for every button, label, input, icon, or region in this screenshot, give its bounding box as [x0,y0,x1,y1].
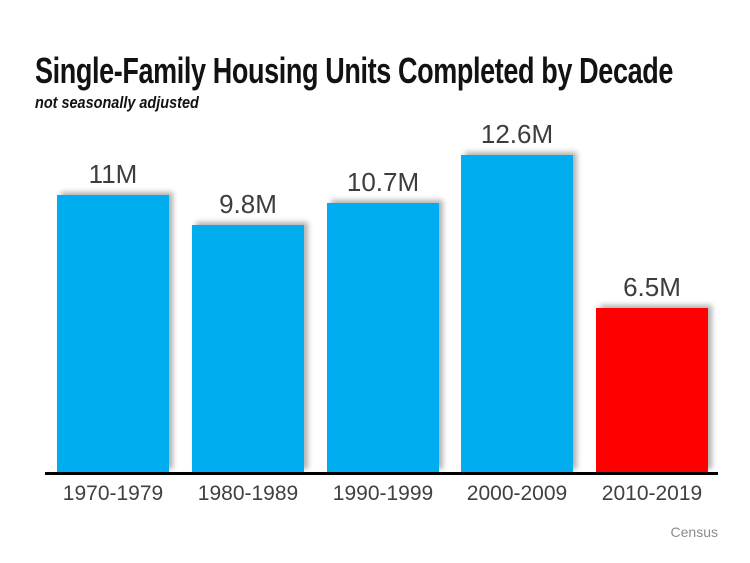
bar-2010-2019 [596,308,708,472]
category-label-1980-1989: 1980-1989 [197,482,299,505]
bar-1980-1989 [192,225,304,472]
value-label-2010-2019: 6.5M [623,272,681,302]
value-label-1980-1989: 9.8M [219,189,277,219]
category-label-2000-2009: 2000-2009 [466,482,568,505]
bar-1970-1979 [57,195,169,472]
bar-1990-1999 [327,203,439,472]
chart-title: Single-Family Housing Units Completed by… [35,50,673,91]
plot-area: 11M 1970-1979 9.8M 1980-1989 10.7M 1990-1999 1… [45,121,718,505]
chart-subtitle: not seasonally adjusted [35,93,199,112]
value-label-1970-1979: 11M [88,159,138,189]
category-label-1990-1999: 1990-1999 [332,482,434,505]
source-label: Census [670,524,718,540]
bar-2000-2009 [461,155,573,472]
value-label-2000-2009: 12.6M [480,119,554,149]
value-label-1990-1999: 10.7M [346,167,420,197]
category-label-2010-2019: 2010-2019 [601,482,703,505]
category-label-1970-1979: 1970-1979 [62,482,164,505]
